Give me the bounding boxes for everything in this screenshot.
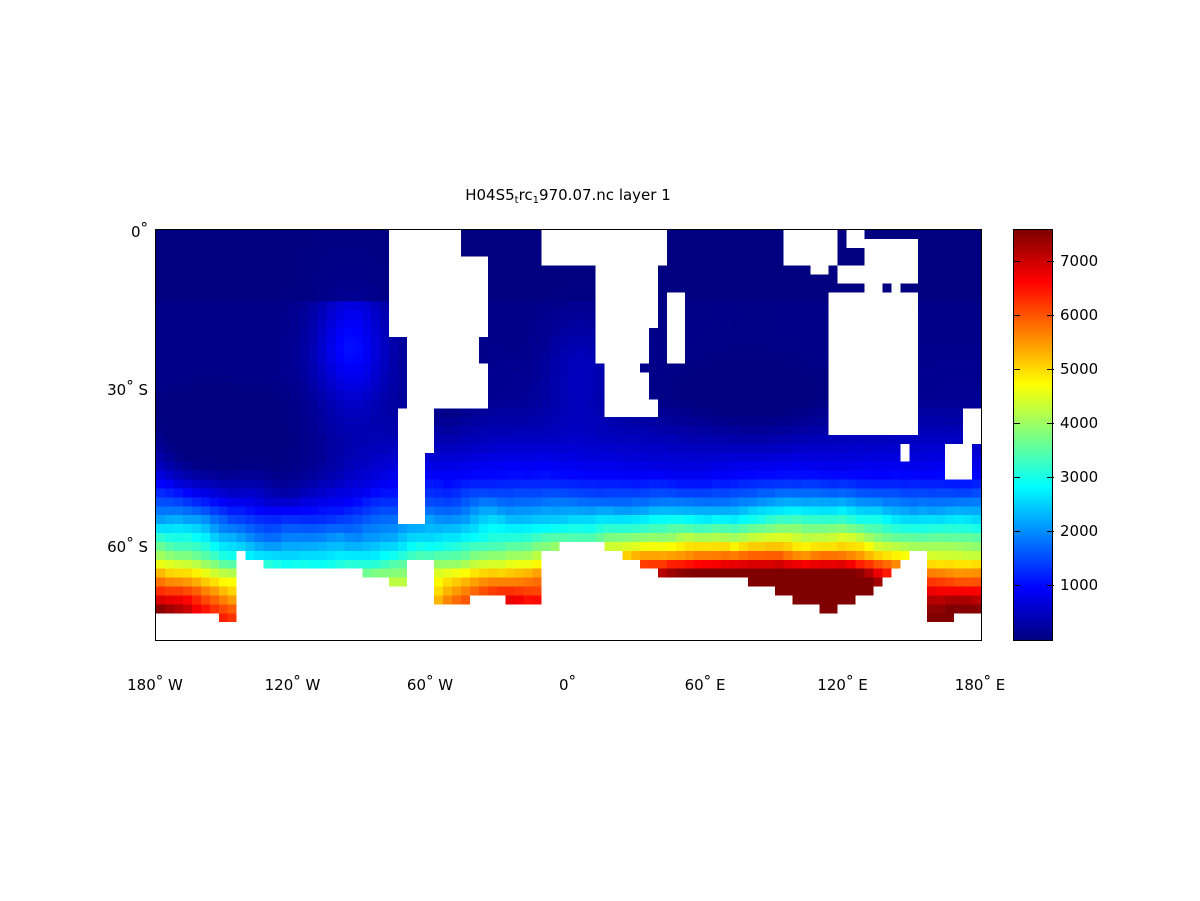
colorbar-tick-mark [1047, 315, 1054, 317]
colorbar-tick-labels: 1000 2000 3000 4000 5000 6000 7000 [1013, 229, 1123, 641]
page-title: H04S5trc1970.07.nc layer 1 [0, 186, 1136, 206]
colorbar-tick-mark [1013, 369, 1020, 371]
colorbar-tick-label: 1000 [1060, 576, 1099, 595]
y-tick-label: 30° S [107, 376, 148, 399]
colorbar-tick-label: 6000 [1060, 306, 1099, 325]
title-subscript-t: t [514, 195, 519, 206]
x-tick-label: 180° W [127, 672, 183, 694]
y-tick-label: 60° S [107, 534, 148, 557]
map-axes[interactable] [155, 229, 982, 641]
colorbar-tick-mark [1013, 585, 1020, 587]
colorbar-tick-mark [1047, 369, 1054, 371]
colorbar-tick-mark [1047, 423, 1054, 425]
x-tick-label: 120° W [264, 672, 321, 694]
colorbar-tick-label: 3000 [1060, 468, 1099, 487]
heatmap-canvas [156, 230, 981, 640]
colorbar-tick-label: 7000 [1060, 252, 1099, 271]
x-tick-label: 60° E [684, 672, 726, 694]
title-subscript-1: 1 [532, 195, 540, 206]
colorbar[interactable] [1013, 229, 1053, 641]
colorbar-tick-label: 5000 [1060, 360, 1099, 379]
colorbar-tick-mark [1013, 477, 1020, 479]
x-tick-label: 180° E [954, 672, 1006, 694]
y-axis-tick-labels: 0° 30° S 60° S [0, 0, 148, 901]
y-tick-label: 0° [130, 219, 148, 241]
colorbar-tick-mark [1047, 531, 1054, 533]
title-middle: rc [518, 186, 533, 204]
colorbar-tick-mark [1013, 261, 1020, 263]
x-tick-label: 60° W [406, 672, 454, 694]
title-suffix: 970.07.nc layer 1 [539, 186, 671, 204]
colorbar-gradient [1014, 230, 1052, 640]
title-prefix: H04S5 [465, 186, 515, 204]
colorbar-tick-mark [1013, 531, 1020, 533]
colorbar-tick-mark [1047, 261, 1054, 263]
colorbar-tick-label: 2000 [1060, 522, 1099, 541]
colorbar-tick-label: 4000 [1060, 414, 1099, 433]
colorbar-tick-mark [1013, 423, 1020, 425]
x-tick-label: 120° E [817, 672, 868, 694]
x-tick-label: 0° [558, 672, 577, 694]
x-axis-tick-labels: 180° W 120° W 60° W 0° 60° E 120° E 180° E [0, 672, 1200, 696]
colorbar-tick-mark [1047, 585, 1054, 587]
colorbar-tick-mark [1013, 315, 1020, 317]
colorbar-tick-mark [1047, 477, 1054, 479]
